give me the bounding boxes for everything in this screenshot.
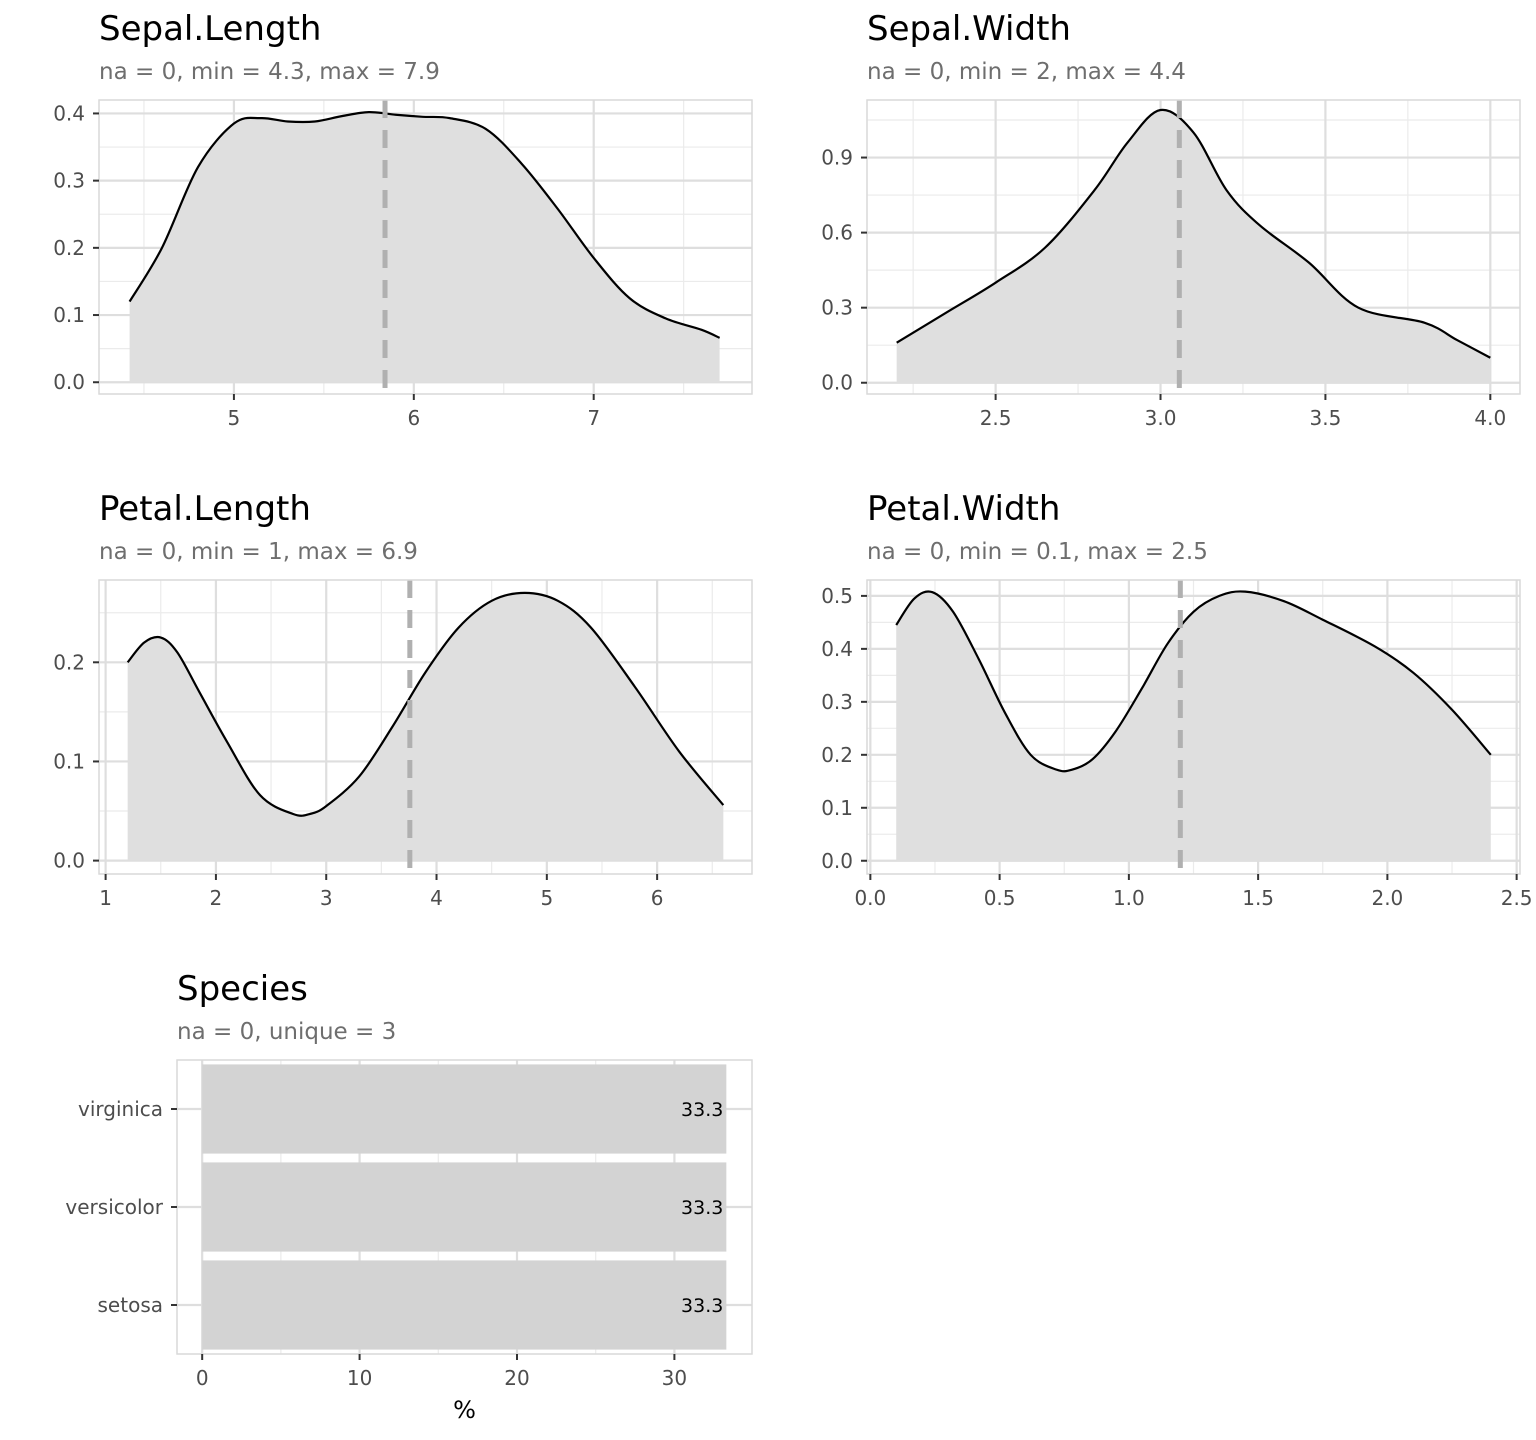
bar-versicolor [202, 1162, 727, 1252]
y-tick-label: 0.2 [821, 743, 853, 767]
chart-subtitle: na = 0, min = 2, max = 4.4 [867, 59, 1186, 85]
y-tick-label: 0.2 [53, 236, 85, 260]
x-tick-label: 6 [407, 406, 420, 430]
y-tick-label: 0.4 [821, 637, 853, 661]
panel-border [866, 99, 1521, 395]
x-tick-label: 1.0 [1113, 886, 1145, 910]
chart-subtitle: na = 0, min = 0.1, max = 2.5 [867, 539, 1208, 565]
y-tick-label: 0.6 [821, 221, 853, 245]
bar-virginica [202, 1064, 727, 1154]
y-tick-label: 0.0 [53, 370, 85, 394]
density-line [126, 591, 725, 817]
category-label: virginica [78, 1097, 163, 1121]
chart-title: Petal.Length [99, 489, 311, 529]
y-tick-label: 0.1 [53, 303, 85, 327]
bar-value-label: 33.3 [681, 1295, 723, 1317]
bar-value-label: 33.3 [681, 1197, 723, 1219]
panel-sepal-length: Sepal.Length na = 0, min = 4.3, max = 7.9… [53, 9, 753, 430]
chart-title: Petal.Width [867, 489, 1060, 529]
category-label: versicolor [65, 1195, 163, 1219]
y-tick-label: 0.1 [53, 749, 85, 773]
density-area [129, 112, 720, 383]
x-tick-label: 6 [651, 886, 664, 910]
x-tick-label: 2.5 [1501, 886, 1533, 910]
y-tick-label: 0.2 [53, 650, 85, 674]
x-tick-label: 0.0 [854, 886, 886, 910]
x-tick-label: 4 [430, 886, 443, 910]
chart-subtitle: na = 0, min = 4.3, max = 7.9 [99, 59, 440, 85]
chart-title: Sepal.Width [867, 9, 1071, 49]
x-tick-label: 10 [347, 1366, 372, 1390]
x-tick-label: 1.5 [1242, 886, 1274, 910]
y-tick-label: 0.0 [821, 849, 853, 873]
density-area [127, 592, 724, 861]
x-tick-label: 20 [504, 1366, 529, 1390]
y-tick-label: 0.3 [53, 169, 85, 193]
category-label: setosa [98, 1293, 163, 1317]
density-line [128, 110, 721, 339]
y-tick-label: 0.3 [821, 296, 853, 320]
x-tick-label: 5 [228, 406, 241, 430]
chart-title: Sepal.Length [99, 9, 321, 49]
y-tick-label: 0.3 [821, 690, 853, 714]
density-line [895, 590, 1492, 773]
y-tick-label: 0.9 [821, 146, 853, 170]
density-area [896, 109, 1491, 383]
panel-species: Species na = 0, unique = 3 33.3 33.3 33.3 set… [65, 969, 753, 1424]
x-tick-label: 4.0 [1474, 406, 1506, 430]
chart-title: Species [177, 969, 308, 1009]
y-tick-label: 0.0 [53, 849, 85, 873]
chart-subtitle: na = 0, unique = 3 [177, 1019, 396, 1045]
x-tick-label: 3.5 [1310, 406, 1342, 430]
x-tick-label: 30 [662, 1366, 687, 1390]
x-tick-label: 2.0 [1371, 886, 1403, 910]
x-axis-title: % [453, 1396, 476, 1424]
x-tick-label: 2 [210, 886, 223, 910]
density-area [896, 591, 1491, 861]
y-tick-label: 0.0 [821, 371, 853, 395]
x-tick-label: 5 [540, 886, 553, 910]
chart-subtitle: na = 0, min = 1, max = 6.9 [99, 539, 418, 565]
panel-sepal-width: Sepal.Width na = 0, min = 2, max = 4.4 0.0… [821, 9, 1521, 430]
bar-setosa [202, 1260, 727, 1350]
y-tick-label: 0.4 [53, 101, 85, 125]
x-tick-label: 3.0 [1145, 406, 1177, 430]
x-tick-label: 0 [196, 1366, 209, 1390]
panel-border [866, 579, 1521, 875]
density-line [896, 108, 1491, 359]
panel-border [98, 579, 753, 875]
y-tick-label: 0.1 [821, 796, 853, 820]
x-tick-label: 0.5 [984, 886, 1016, 910]
panel-petal-width: Petal.Width na = 0, min = 0.1, max = 2.5 0… [821, 489, 1532, 910]
panel-petal-length: Petal.Length na = 0, min = 1, max = 6.9 0.… [53, 489, 753, 910]
bar-value-label: 33.3 [681, 1099, 723, 1121]
x-tick-label: 2.5 [980, 406, 1012, 430]
x-tick-label: 7 [587, 406, 600, 430]
x-tick-label: 1 [99, 886, 112, 910]
y-tick-label: 0.5 [821, 584, 853, 608]
x-tick-label: 3 [320, 886, 333, 910]
